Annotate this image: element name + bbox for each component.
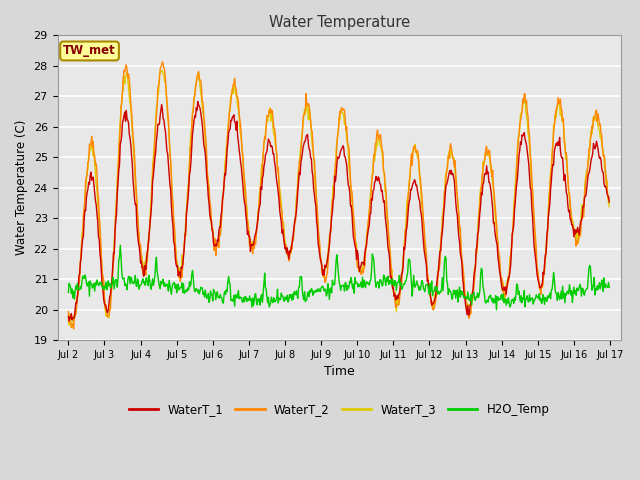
WaterT_3 [605,204,613,210]
WaterT_1 [186,172,193,178]
WaterT_3 [65,316,72,322]
WaterT_1 [605,199,613,205]
WaterT_2 [406,174,413,180]
Line: WaterT_3: WaterT_3 [68,71,609,327]
WaterT_1 [406,196,413,202]
WaterT_2 [215,245,223,251]
WaterT_2 [131,153,138,159]
WaterT_3 [215,242,223,248]
WaterT_3 [406,173,413,179]
WaterT_3 [159,68,166,73]
WaterT_1 [131,196,138,202]
H2O_Temp [131,278,138,284]
H2O_Temp [214,294,222,300]
WaterT_1 [194,98,202,104]
Line: H2O_Temp: H2O_Temp [68,245,609,310]
WaterT_2 [422,244,429,250]
Y-axis label: Water Temperature (C): Water Temperature (C) [15,120,28,255]
H2O_Temp [405,256,413,262]
WaterT_1 [65,313,72,319]
H2O_Temp [116,242,124,248]
H2O_Temp [186,279,193,285]
WaterT_3 [75,277,83,283]
Title: Water Temperature: Water Temperature [269,15,410,30]
WaterT_2 [70,326,77,332]
WaterT_3 [68,324,76,330]
WaterT_3 [186,141,194,146]
Legend: WaterT_1, WaterT_2, WaterT_3, H2O_Temp: WaterT_1, WaterT_2, WaterT_3, H2O_Temp [124,398,554,420]
X-axis label: Time: Time [324,365,355,379]
WaterT_3 [131,163,138,168]
WaterT_2 [75,282,83,288]
WaterT_3 [422,256,429,262]
Line: WaterT_2: WaterT_2 [68,62,609,329]
H2O_Temp [74,286,82,292]
WaterT_2 [605,195,613,201]
H2O_Temp [65,289,72,295]
WaterT_1 [422,258,429,264]
H2O_Temp [605,285,613,290]
WaterT_1 [75,273,83,279]
H2O_Temp [421,289,429,295]
Line: WaterT_1: WaterT_1 [68,101,609,321]
H2O_Temp [493,307,500,312]
Text: TW_met: TW_met [63,45,116,58]
WaterT_2 [186,144,194,150]
WaterT_2 [65,309,72,314]
WaterT_2 [159,59,166,65]
WaterT_1 [215,228,223,234]
WaterT_1 [65,318,73,324]
